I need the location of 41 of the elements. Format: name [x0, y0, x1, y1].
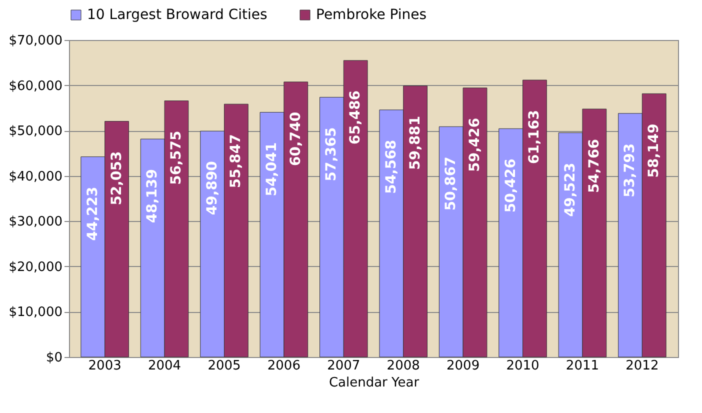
data-label: 59,426 — [467, 118, 483, 172]
x-tick-label: 2010 — [506, 358, 540, 374]
y-tick-label: $20,000 — [8, 260, 62, 275]
x-tick-label: 2003 — [88, 358, 122, 374]
data-label: 54,041 — [264, 142, 280, 196]
data-label: 50,426 — [502, 158, 519, 213]
legend-label: 10 Largest Broward Cities — [87, 7, 268, 23]
y-tick-label: $70,000 — [8, 34, 62, 48]
x-tick-label: 2009 — [446, 358, 480, 374]
x-tick-label: 2007 — [327, 358, 360, 374]
data-label: 44,223 — [84, 186, 101, 241]
x-tick-label: 2005 — [208, 358, 241, 374]
data-label: 48,139 — [144, 169, 161, 224]
x-tick-label: 2008 — [386, 358, 420, 374]
data-label: 50,867 — [443, 156, 460, 211]
data-label: 58,149 — [646, 124, 662, 178]
data-label: 54,766 — [586, 138, 602, 194]
data-label: 57,365 — [324, 127, 340, 182]
data-label: 53,793 — [622, 143, 638, 198]
data-label: 55,847 — [228, 134, 244, 188]
data-label: 54,568 — [383, 140, 400, 194]
y-tick-label: $30,000 — [8, 214, 62, 230]
data-label: 61,163 — [526, 110, 543, 164]
x-tick-label: 2012 — [626, 358, 659, 374]
y-tick-label: $60,000 — [8, 78, 62, 94]
data-label: 59,881 — [407, 116, 424, 170]
data-label: 49,890 — [204, 160, 220, 216]
x-axis-title: Calendar Year — [328, 376, 420, 390]
y-tick-label: $50,000 — [8, 124, 62, 140]
y-tick-label: $40,000 — [8, 169, 62, 184]
y-tick-label: $10,000 — [8, 305, 62, 320]
x-tick-label: 2006 — [267, 358, 300, 374]
legend-label: Pembroke Pines — [316, 7, 427, 23]
y-tick-label: $0 — [46, 350, 62, 366]
data-label: 56,575 — [168, 130, 184, 185]
x-tick-label: 2004 — [148, 358, 182, 374]
data-label: 65,486 — [348, 90, 364, 144]
data-label: 49,523 — [562, 162, 579, 217]
data-label: 60,740 — [288, 112, 304, 166]
data-label: 52,053 — [108, 151, 125, 206]
x-tick-label: 2011 — [566, 358, 600, 374]
